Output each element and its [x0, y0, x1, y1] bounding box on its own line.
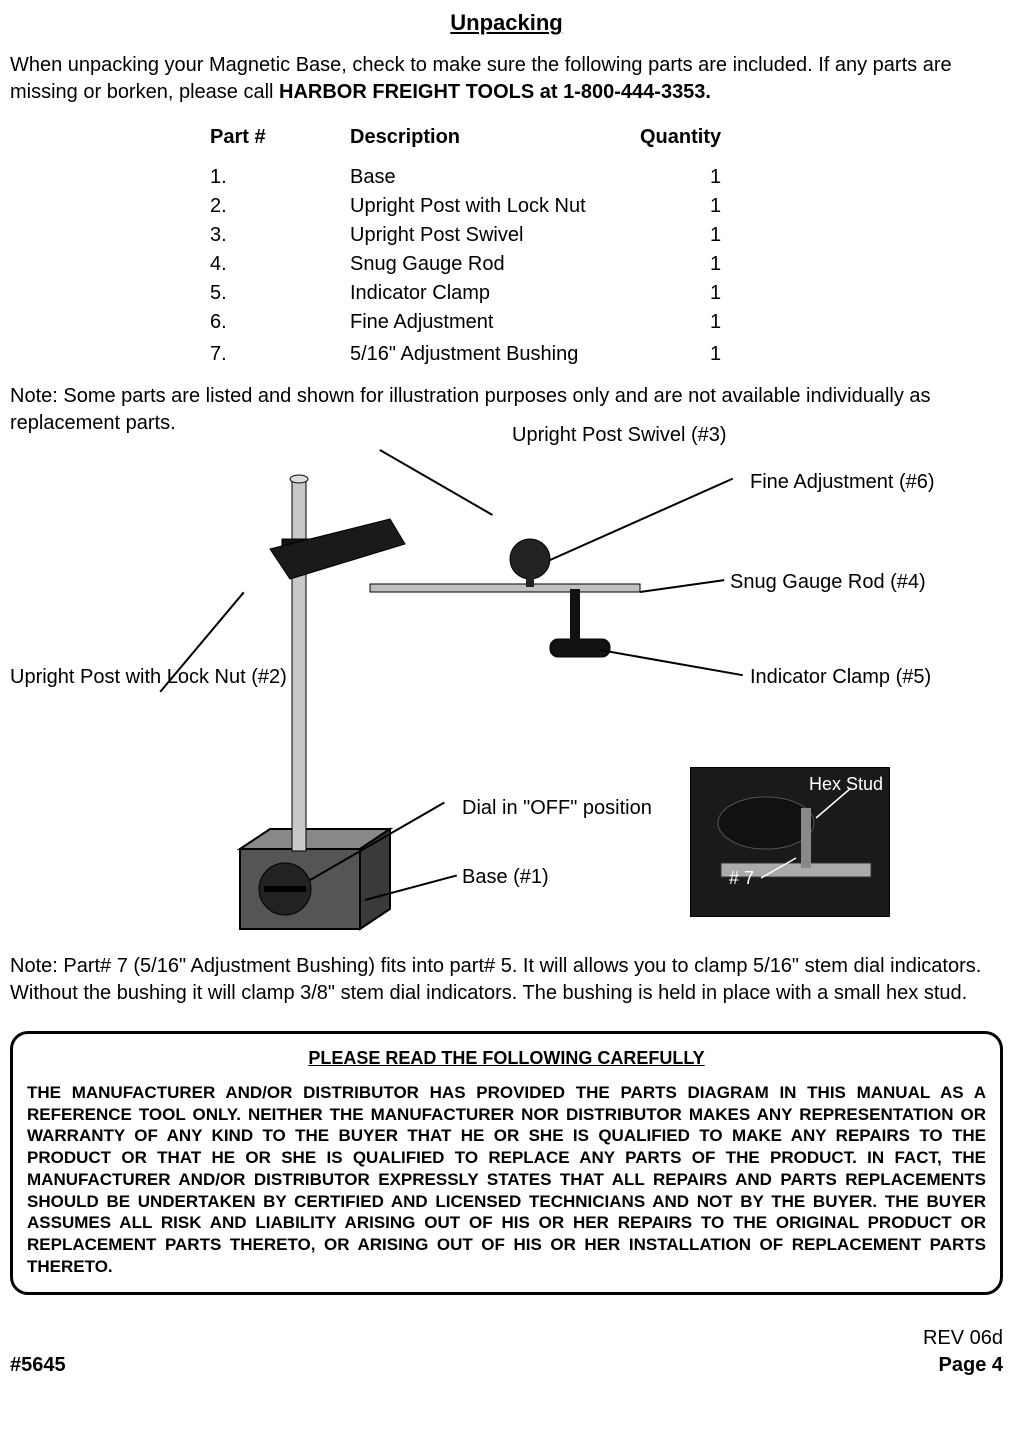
- table-row: 5.Indicator Clamp1: [210, 279, 721, 308]
- cell-qty: 1: [640, 337, 721, 369]
- table-row: 6.Fine Adjustment1: [210, 308, 721, 337]
- cell-qty: 1: [640, 192, 721, 221]
- cell-qty: 1: [640, 221, 721, 250]
- cell-part: 5.: [210, 279, 350, 308]
- callout-dial: Dial in "OFF" position: [462, 795, 652, 822]
- footer-rev: REV 06d: [923, 1325, 1003, 1352]
- inset-image: Hex Stud # 7: [690, 767, 890, 917]
- col-header-part: Part #: [210, 124, 350, 163]
- warning-title: PLEASE READ THE FOLLOWING CAREFULLY: [27, 1046, 986, 1070]
- table-row: 7.5/16" Adjustment Bushing1: [210, 337, 721, 369]
- callout-fine: Fine Adjustment (#6): [750, 469, 935, 496]
- callout-snug: Snug Gauge Rod (#4): [730, 569, 926, 596]
- cell-desc: Upright Post Swivel: [350, 221, 640, 250]
- cell-desc: 5/16" Adjustment Bushing: [350, 337, 640, 369]
- cell-qty: 1: [640, 250, 721, 279]
- table-row: 3.Upright Post Swivel1: [210, 221, 721, 250]
- parts-table: Part # Description Quantity 1.Base1 2.Up…: [210, 124, 721, 369]
- col-header-desc: Description: [350, 124, 640, 163]
- cell-qty: 1: [640, 163, 721, 192]
- callout-post: Upright Post with Lock Nut (#2): [10, 664, 287, 691]
- product-illustration: [220, 449, 660, 939]
- cell-part: 3.: [210, 221, 350, 250]
- callout-swivel: Upright Post Swivel (#3): [512, 422, 727, 449]
- cell-part: 7.: [210, 337, 350, 369]
- cell-part: 4.: [210, 250, 350, 279]
- cell-part: 1.: [210, 163, 350, 192]
- table-header-row: Part # Description Quantity: [210, 124, 721, 163]
- intro-text: When unpacking your Magnetic Base, check…: [10, 52, 1003, 106]
- footer-sku: #5645: [10, 1352, 66, 1379]
- warning-box: PLEASE READ THE FOLLOWING CAREFULLY THE …: [10, 1031, 1003, 1295]
- cell-desc: Upright Post with Lock Nut: [350, 192, 640, 221]
- page-title: Unpacking: [10, 8, 1003, 38]
- cell-desc: Fine Adjustment: [350, 308, 640, 337]
- table-row: 4.Snug Gauge Rod1: [210, 250, 721, 279]
- table-row: 1.Base1: [210, 163, 721, 192]
- parts-diagram: Upright Post Swivel (#3) Fine Adjustment…: [10, 419, 1003, 939]
- note-bushing: Note: Part# 7 (5/16" Adjustment Bushing)…: [10, 953, 1003, 1007]
- warning-body: THE MANUFACTURER AND/OR DISTRIBUTOR HAS …: [27, 1082, 986, 1278]
- cell-desc: Base: [350, 163, 640, 192]
- cell-part: 2.: [210, 192, 350, 221]
- cell-part: 6.: [210, 308, 350, 337]
- page-footer: #5645 REV 06d Page 4: [10, 1325, 1003, 1379]
- inset-label-hex: Hex Stud: [809, 772, 883, 796]
- cell-desc: Indicator Clamp: [350, 279, 640, 308]
- table-row: 2.Upright Post with Lock Nut1: [210, 192, 721, 221]
- intro-bold: HARBOR FREIGHT TOOLS at 1-800-444-3353.: [279, 81, 711, 103]
- callout-clamp: Indicator Clamp (#5): [750, 664, 931, 691]
- cell-desc: Snug Gauge Rod: [350, 250, 640, 279]
- cell-qty: 1: [640, 308, 721, 337]
- footer-page: Page 4: [923, 1352, 1003, 1379]
- inset-label-7: # 7: [729, 866, 754, 890]
- cell-qty: 1: [640, 279, 721, 308]
- col-header-qty: Quantity: [640, 124, 721, 163]
- callout-base: Base (#1): [462, 864, 549, 891]
